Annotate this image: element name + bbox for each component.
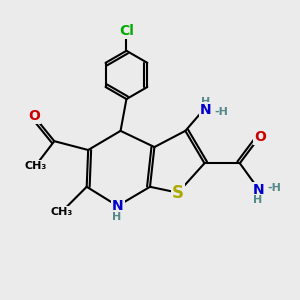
Text: CH₃: CH₃ bbox=[50, 207, 73, 217]
Text: N: N bbox=[112, 199, 123, 213]
Text: -H: -H bbox=[267, 183, 281, 193]
Text: H: H bbox=[253, 195, 262, 205]
Text: O: O bbox=[28, 109, 40, 123]
Text: -H: -H bbox=[215, 107, 229, 117]
Text: N: N bbox=[253, 183, 265, 197]
Text: O: O bbox=[254, 130, 266, 144]
Text: H: H bbox=[201, 97, 211, 107]
Text: N: N bbox=[200, 103, 212, 117]
Text: Cl: Cl bbox=[119, 24, 134, 38]
Text: S: S bbox=[172, 184, 184, 202]
Text: H: H bbox=[112, 212, 122, 222]
Text: CH₃: CH₃ bbox=[24, 161, 46, 171]
